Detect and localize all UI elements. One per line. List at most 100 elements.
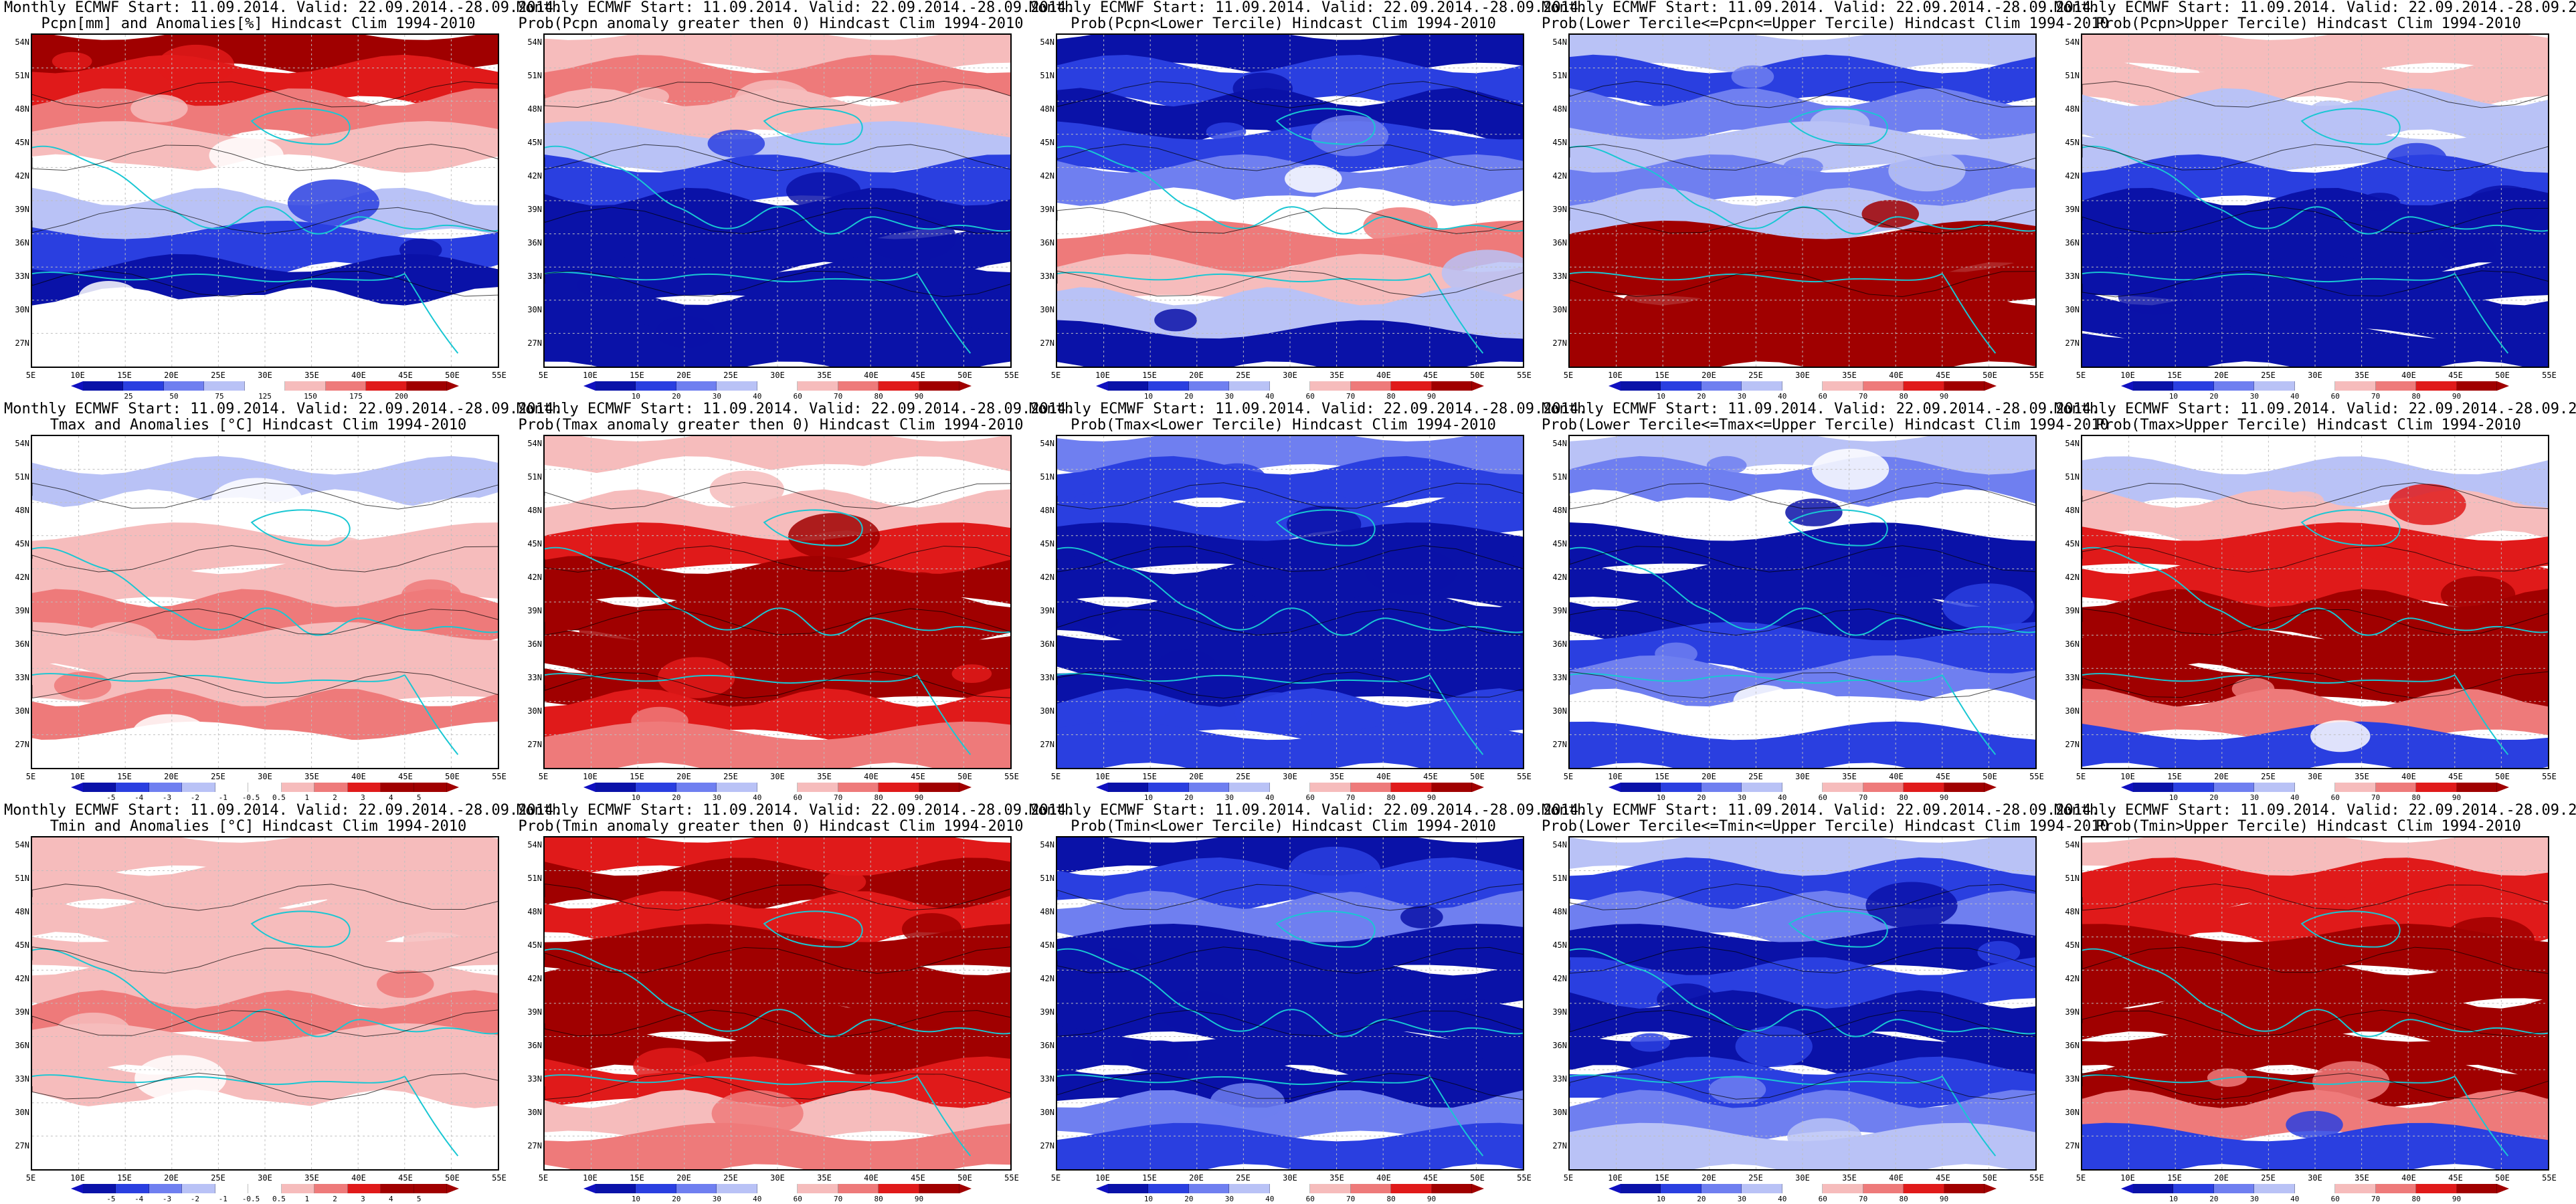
colorbar-segment <box>1701 1184 1742 1193</box>
colorbar-tick-label: 80 <box>1386 793 1396 802</box>
shading-blotch <box>1735 1025 1813 1068</box>
longitude-label: 10E <box>1095 1173 1110 1183</box>
longitude-label: 20E <box>164 371 179 380</box>
colorbar-tick-label: 30 <box>2249 392 2259 401</box>
colorbar-arrow-left <box>583 783 595 792</box>
colorbar-segment <box>757 1184 798 1193</box>
colorbar-arrow-right <box>447 1184 459 1193</box>
colorbar-tick-label: 60 <box>1818 1195 1827 1203</box>
longitude-label: 35E <box>817 772 832 781</box>
latitude-label: 27N <box>1552 338 1567 348</box>
panel-title-line1: Monthly ECMWF Start: 11.09.2014. Valid: … <box>1029 0 1588 16</box>
colorbar-arrow-left <box>583 381 595 391</box>
coastline <box>545 108 1010 354</box>
colorbar-segment <box>83 1184 116 1193</box>
colorbar-tick-label: 20 <box>2209 392 2219 401</box>
shading-blotch <box>1441 249 1523 296</box>
longitude-label: 30E <box>258 1173 272 1183</box>
forecast-map <box>2081 836 2549 1171</box>
longitude-label: 45E <box>1936 772 1950 781</box>
colorbar-segment <box>636 381 676 391</box>
coastline <box>1570 108 2035 354</box>
colorbar-tick-label: 20 <box>2209 793 2219 802</box>
shading-blotch <box>656 316 716 348</box>
panel-title-line1: Monthly ECMWF Start: 11.09.2014. Valid: … <box>4 802 563 819</box>
shading-blotch <box>403 920 481 962</box>
shading-blotch <box>1783 157 1823 177</box>
longitude-label: 50E <box>445 772 460 781</box>
forecast-map <box>1056 836 1524 1171</box>
colorbar-segment <box>281 1184 315 1193</box>
colorbar-segment <box>595 1184 636 1193</box>
longitude-label: 20E <box>676 1173 691 1183</box>
colorbar-tick-label: 1 <box>304 1195 310 1203</box>
colorbar-segment <box>413 1184 447 1193</box>
colorbar-tick-label: 70 <box>1346 392 1356 401</box>
colorbar-segment <box>1904 381 1944 391</box>
colorbar-tick-label: 4 <box>388 793 393 802</box>
colorbar-arrow-right <box>1985 1184 1997 1193</box>
map-panel: Monthly ECMWF Start: 11.09.2014. Valid: … <box>1542 401 2109 803</box>
colorbar-segment <box>1823 1184 1863 1193</box>
colorbar-arrow-left <box>1608 783 1621 792</box>
latitude-label: 45N <box>2065 138 2080 147</box>
forecast-map <box>543 33 1012 368</box>
latitude-label: 51N <box>1040 472 1054 482</box>
colorbar-tick-label: 60 <box>1305 1195 1315 1203</box>
longitude-label: 10E <box>1608 371 1623 380</box>
colorbar-segment <box>1701 381 1742 391</box>
longitude-label: 30E <box>770 1173 785 1183</box>
colorbar-segment <box>676 381 717 391</box>
colorbar-tick-label: 20 <box>1697 392 1706 401</box>
shading-blotch <box>633 1047 708 1086</box>
colorbar-segment <box>1782 381 1823 391</box>
colorbar-tick-label: 10 <box>1143 1195 1154 1203</box>
colorbar-segment <box>919 783 959 792</box>
panel-title-line1: Monthly ECMWF Start: 11.09.2014. Valid: … <box>517 401 1075 417</box>
contour-line <box>32 1072 498 1100</box>
latitude-label: 42N <box>1552 974 1567 983</box>
contour-line <box>32 946 498 974</box>
contour-line <box>1057 207 1523 234</box>
colorbar-tick-label: 70 <box>1859 1195 1868 1203</box>
colorbar-tick-label: 20 <box>1697 1195 1706 1203</box>
shading-blotch <box>2155 976 2199 999</box>
colorbar-segment <box>1431 381 1472 391</box>
latitude-label: 30N <box>1040 706 1054 716</box>
longitude-label: 30E <box>1283 1173 1297 1183</box>
colorbar <box>1096 381 1484 391</box>
longitude-label: 50E <box>1470 371 1485 380</box>
longitude-label: 25E <box>211 1173 225 1183</box>
longitude-label: 25E <box>1748 371 1763 380</box>
colorbar-tick-label: 70 <box>2371 1195 2381 1203</box>
longitude-label: 45E <box>1423 1173 1438 1183</box>
colorbar-segment <box>1431 783 1472 792</box>
latitude-label: 33N <box>15 673 29 682</box>
shading-blotch <box>1888 150 1966 192</box>
colorbar-segment <box>717 1184 757 1193</box>
contour-line <box>1570 608 2035 636</box>
shading-blotch <box>1809 108 1870 140</box>
colorbar-tick-label: -5 <box>106 1195 116 1203</box>
colorbar-arrow-left <box>2121 1184 2133 1193</box>
colorbar-tick-label: 40 <box>1265 793 1275 802</box>
longitude-label: 20E <box>1701 371 1716 380</box>
latitude-label: 42N <box>15 171 29 181</box>
latitude-label: 51N <box>15 472 29 482</box>
latitude-label: 51N <box>527 71 542 80</box>
colorbar-segment <box>2456 1184 2497 1193</box>
colorbar-tick-label: 90 <box>2452 1195 2462 1203</box>
shading-blotch <box>80 621 158 664</box>
colorbar-tick-label: 80 <box>1386 392 1396 401</box>
latitude-label: 27N <box>1552 740 1567 749</box>
longitude-label: 35E <box>817 371 832 380</box>
latitude-label: 33N <box>1552 272 1567 281</box>
shading-band <box>32 54 498 114</box>
colorbar-ticks: 10 20 30 40 60 70 80 90 <box>595 1195 959 1204</box>
contour-line <box>2082 270 2548 298</box>
colorbar-segment <box>2213 783 2255 792</box>
longitude-label: 15E <box>2167 1173 2182 1183</box>
longitude-label: 50E <box>1470 772 1485 781</box>
longitude-label: 20E <box>1189 371 1204 380</box>
colorbar-tick-label: 70 <box>1859 793 1868 802</box>
